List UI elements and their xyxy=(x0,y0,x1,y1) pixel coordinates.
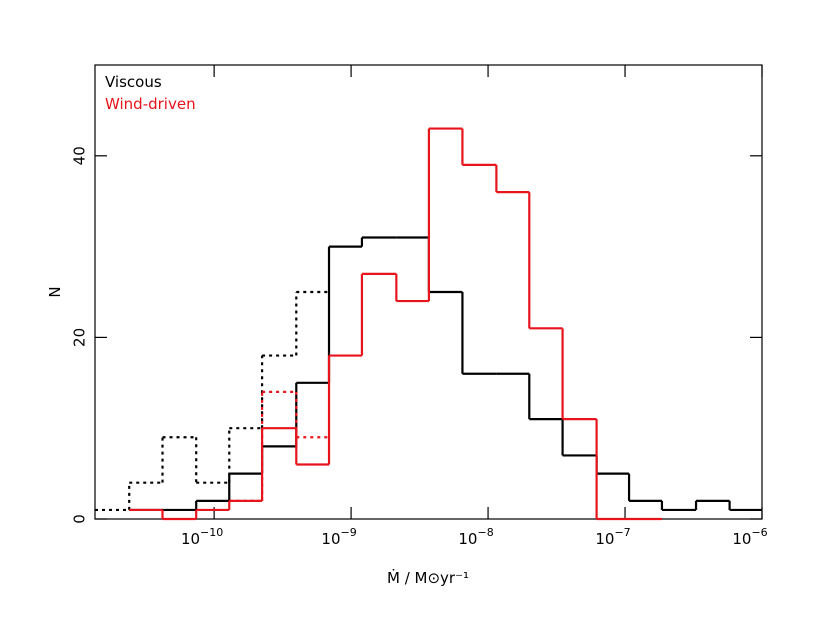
tick-base: 10 xyxy=(732,530,751,548)
tick-base: 10 xyxy=(458,530,477,548)
x-axis-label: Ṁ / M⊙yr⁻¹ xyxy=(387,568,469,587)
y-tick-label: 20 xyxy=(71,328,89,347)
tick-base: 10 xyxy=(181,530,200,548)
plot-frame xyxy=(94,64,763,520)
tick-exponent: −10 xyxy=(200,526,223,539)
y-tick-label: 0 xyxy=(71,514,89,524)
x-tick-label: 10−6 xyxy=(732,526,767,548)
x-tick-label: 10−8 xyxy=(458,526,493,548)
tick-exponent: −6 xyxy=(751,526,767,539)
tick-exponent: −9 xyxy=(341,526,357,539)
tick-base: 10 xyxy=(595,530,614,548)
x-tick-label: 10−7 xyxy=(595,526,630,548)
y-axis-label: N xyxy=(46,286,64,297)
y-tick-label: 40 xyxy=(71,146,89,165)
tick-base: 10 xyxy=(321,530,340,548)
legend-label: Viscous xyxy=(105,73,162,91)
tick-exponent: −8 xyxy=(477,526,493,539)
x-tick-label: 10−10 xyxy=(181,526,223,548)
legend-label: Wind-driven xyxy=(105,95,196,113)
tick-exponent: −7 xyxy=(614,526,630,539)
x-tick-label: 10−9 xyxy=(321,526,356,548)
